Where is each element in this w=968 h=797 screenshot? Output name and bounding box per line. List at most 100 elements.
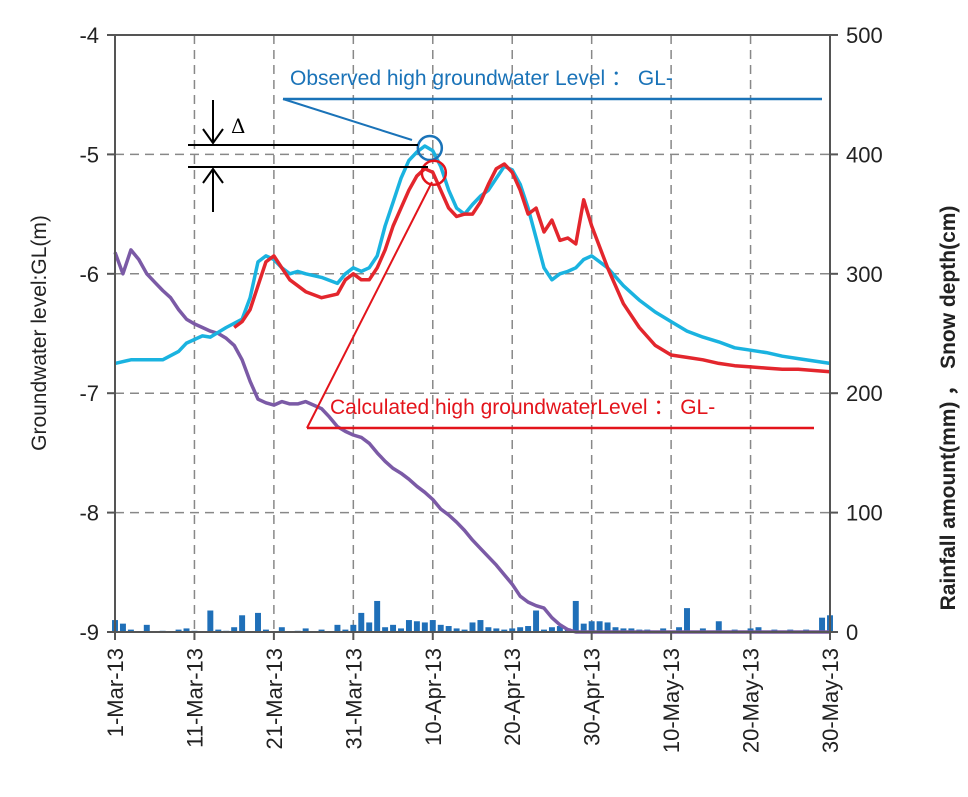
x-tick-label: 20-May-13: [739, 648, 764, 753]
rainfall-bar: [119, 623, 126, 632]
rainfall-bar: [747, 628, 754, 632]
rainfall-bar: [755, 627, 762, 632]
y-tick-label-left: -8: [79, 501, 99, 526]
y-tick-label-left: -7: [79, 381, 99, 406]
calculated-level-label: Calculated high groundwaterLevel ： GL-: [330, 396, 715, 419]
rainfall-bar: [215, 629, 222, 632]
rainfall-bar: [620, 628, 627, 632]
rainfall-bar: [255, 612, 261, 632]
x-tick-label: 30-Apr-13: [580, 648, 605, 746]
rainfall-bar: [445, 626, 452, 632]
rainfall-bar: [660, 628, 667, 632]
rainfall-bar: [525, 626, 532, 632]
plot-frame: [114, 34, 831, 633]
rainfall-bar: [437, 624, 444, 632]
rainfall-bar: [302, 628, 309, 632]
x-tick-label: 20-Apr-13: [500, 648, 525, 746]
observed-peak-marker: [416, 134, 444, 162]
rainfall-bar: [183, 628, 190, 632]
rainfall-bar: [493, 628, 500, 632]
rainfall-bar: [501, 629, 508, 632]
rainfall-bar: [604, 622, 611, 632]
x-tick-label: 31-Mar-13: [341, 648, 366, 749]
calculated-groundwater-level-line: [233, 162, 831, 374]
x-tick-label: 21-Mar-13: [262, 648, 287, 749]
rainfall-bar: [342, 629, 349, 632]
rainfall-bar: [374, 600, 381, 632]
rainfall-bar: [699, 628, 706, 632]
rainfall-bar: [366, 622, 373, 632]
y-tick-label-right: 0: [846, 620, 858, 645]
rainfall-bar: [556, 626, 563, 632]
rainfall-bar: [278, 627, 285, 632]
rainfall-bar: [231, 627, 238, 632]
delta-arrowhead-top: [202, 128, 224, 145]
y-tick-label-right: 400: [846, 142, 883, 167]
rainfall-bar: [334, 624, 341, 632]
calculated-peak-marker: [420, 159, 448, 186]
x-tick-labels: 1-Mar-13 11-Mar-13 21-Mar-13 31-Mar-13 10-Ap…: [103, 648, 843, 753]
rainfall-bar: [398, 628, 404, 632]
rainfall-bar: [676, 627, 683, 632]
x-tick-label: 1-Mar-13: [103, 648, 128, 737]
grid-lines: [115, 35, 830, 632]
rainfall-bar: [239, 615, 246, 632]
rainfall-bar: [262, 629, 269, 632]
x-tick-label: 10-Apr-13: [421, 648, 446, 746]
rainfall-bar: [469, 622, 476, 632]
y-tick-label-left: -4: [79, 23, 99, 48]
rainfall-bar: [588, 621, 595, 632]
rainfall-bar: [485, 627, 492, 632]
rainfall-bar: [318, 629, 325, 632]
rainfall-bar: [517, 627, 524, 632]
rainfall-bar: [461, 629, 468, 632]
rainfall-bar: [477, 620, 484, 632]
right-tick-labels: 500 400 300 200 100 0: [846, 23, 883, 645]
rainfall-bar: [405, 620, 412, 632]
rainfall-bar: [580, 623, 587, 632]
rainfall-bar: [429, 620, 436, 632]
annotations: Observed high groundwater Level ： GL- Ca…: [188, 67, 822, 430]
x-tick-label: 30-May-13: [818, 648, 843, 753]
rainfall-bar: [143, 624, 150, 632]
rainfall-bar: [207, 610, 214, 632]
rainfall-bar: [175, 629, 182, 632]
rainfall-bar: [548, 627, 555, 632]
rainfall-bar: [596, 621, 603, 632]
delta-symbol: Δ: [231, 114, 245, 138]
y-tick-label-left: -6: [79, 262, 99, 287]
observed-level-label: Observed high groundwater Level ： GL-: [290, 67, 673, 90]
rainfall-bar: [127, 629, 134, 632]
rainfall-bar: [533, 610, 540, 632]
rainfall-bar: [572, 600, 579, 632]
rainfall-bar: [350, 624, 357, 632]
y-axis-right-title: Rainfall amount(mm) ， Snow depth(cm): [937, 206, 960, 611]
left-tick-labels: -4 -5 -6 -7 -8 -9: [79, 23, 99, 645]
rainfall-bar: [819, 617, 826, 632]
snow-depth-line: [113, 248, 830, 634]
rainfall-bar: [715, 621, 722, 632]
rainfall-bar: [509, 628, 516, 632]
rainfall-bar: [612, 627, 619, 632]
x-tick-label: 11-Mar-13: [182, 648, 207, 748]
observed-groundwater-level-line: [114, 144, 831, 366]
y-tick-label-right: 200: [846, 381, 883, 406]
tick-marks: [107, 34, 838, 640]
series-lines: [113, 144, 831, 634]
rainfall-bar: [541, 629, 547, 632]
y-tick-label-left: -5: [79, 142, 99, 167]
observed-leader: [282, 98, 413, 141]
rainfall-bar: [413, 621, 420, 632]
rainfall-bar: [382, 627, 389, 632]
rainfall-bar: [453, 628, 460, 632]
delta-arrowhead-bottom: [202, 167, 224, 184]
rainfall-bar: [684, 608, 690, 632]
calculated-leader: [306, 181, 433, 429]
y-tick-label-right: 500: [846, 23, 883, 48]
rainfall-bars: [112, 600, 833, 632]
rainfall-bar: [421, 622, 428, 632]
x-tick-label: 10-May-13: [659, 648, 684, 753]
y-tick-label-right: 100: [846, 501, 883, 526]
rainfall-bar: [390, 624, 397, 632]
